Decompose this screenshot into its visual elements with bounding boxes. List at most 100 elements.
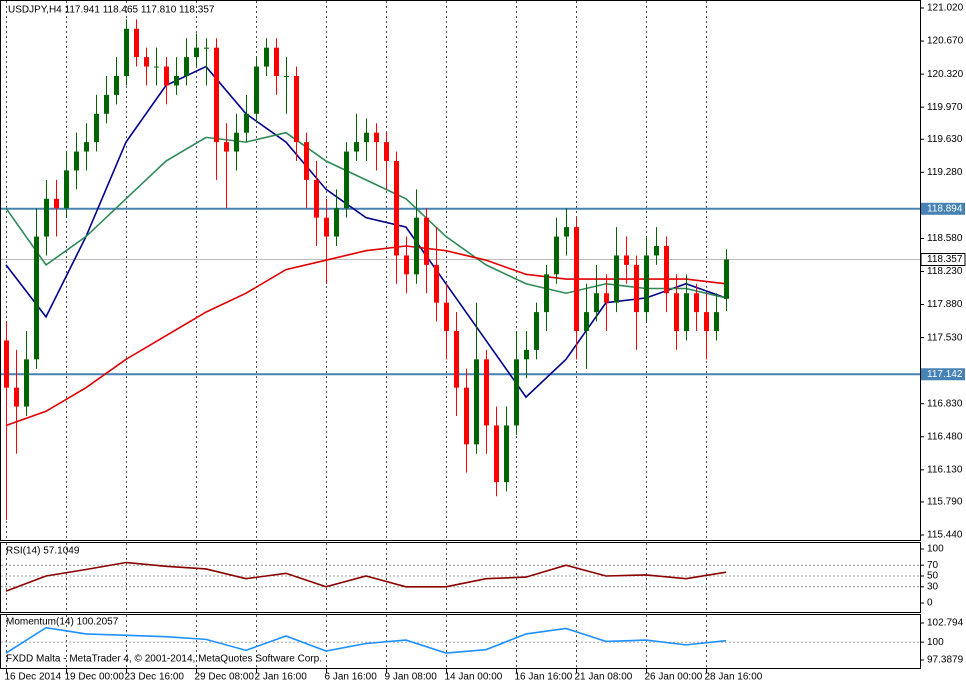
momentum-title: Momentum(14) 100.2057 — [6, 617, 119, 628]
candle-body — [674, 293, 679, 331]
y-tick-label: 120.670 — [927, 36, 964, 47]
x-tick-label: 23 Dec 16:00 — [125, 672, 185, 683]
y-tick-label: 97.3879 — [927, 655, 964, 666]
y-tick-label: 117.880 — [927, 299, 963, 310]
candle-body — [474, 359, 479, 445]
rsi-panel — [0, 542, 921, 613]
candle-body — [64, 170, 69, 209]
candle-body — [454, 331, 459, 388]
candle-body — [404, 255, 409, 275]
indicator-line — [5, 626, 727, 654]
candle-body — [134, 28, 139, 58]
candle-body — [74, 151, 79, 171]
y-tick-label: 100 — [927, 544, 944, 555]
candle-body — [494, 425, 499, 483]
last-price-box — [920, 253, 966, 267]
indicator-line — [5, 561, 727, 592]
candle-body — [44, 198, 49, 237]
y-tick-label: 116.130 — [927, 464, 963, 475]
candle-body — [314, 179, 319, 218]
y-tick-label: 0 — [927, 598, 933, 609]
candle-body — [684, 293, 689, 331]
x-tick-label: 9 Jan 08:00 — [385, 672, 438, 683]
candle-body — [24, 359, 29, 407]
candle-body — [394, 161, 399, 256]
y-tick-label: 116.480 — [927, 431, 963, 442]
candle-body — [694, 293, 699, 313]
price-label-box — [921, 202, 965, 215]
candle-body — [164, 66, 169, 86]
y-tick-label: 119.280 — [927, 167, 963, 178]
x-tick-label: 29 Dec 08:00 — [195, 672, 255, 683]
candle-body — [144, 57, 149, 67]
candle-body — [484, 359, 489, 426]
candle-body — [214, 47, 219, 143]
x-tick-label: 21 Jan 08:00 — [575, 672, 633, 683]
candle-body — [704, 312, 709, 331]
candle-body — [264, 47, 269, 67]
momentum-panel — [0, 614, 921, 669]
y-tick-label: 70 — [927, 560, 939, 571]
candle-body — [414, 217, 419, 275]
candle-body — [254, 66, 259, 114]
candle-body — [344, 151, 349, 209]
main-panel — [0, 0, 921, 541]
candle-body — [104, 94, 109, 114]
candle-body — [584, 312, 589, 331]
candle-body — [94, 113, 99, 143]
candle-body — [174, 76, 179, 86]
candle-body — [514, 359, 519, 426]
candle-body — [84, 142, 89, 152]
candle-body — [224, 142, 229, 152]
candle-body — [574, 227, 579, 331]
candle-body — [434, 264, 439, 303]
y-tick-label: 119.630 — [927, 134, 963, 145]
candle-body — [274, 47, 279, 76]
candle-body — [464, 387, 469, 445]
x-tick-label: 14 Jan 00:00 — [445, 672, 503, 683]
candle-body — [634, 264, 639, 313]
candle-body — [714, 312, 719, 331]
rsi-title: RSI(14) 57.1049 — [6, 546, 80, 557]
y-tick-label: 102.794 — [927, 618, 964, 629]
candle-body — [204, 47, 209, 49]
candle-body — [4, 340, 9, 388]
candle-body — [194, 47, 199, 58]
x-tick-label: 6 Jan 16:00 — [325, 672, 378, 683]
candle-body — [14, 387, 19, 407]
candle-body — [284, 76, 289, 77]
candle-body — [384, 142, 389, 161]
candle-body — [624, 255, 629, 265]
candle-body — [654, 246, 659, 256]
candle-body — [664, 246, 669, 294]
y-tick-label: 120.320 — [927, 69, 964, 80]
candle-body — [304, 142, 309, 180]
candle-body — [504, 425, 509, 483]
y-tick-label: 115.440 — [927, 530, 963, 541]
candle-body — [524, 349, 529, 360]
candle-body — [54, 198, 59, 209]
x-tick-label: 28 Jan 16:00 — [705, 672, 763, 683]
candle-body — [374, 132, 379, 143]
x-tick-label: 19 Dec 00:00 — [65, 672, 125, 683]
price-label-box — [921, 368, 965, 381]
candle-body — [34, 236, 39, 360]
x-tick-label: 16 Dec 2014 — [5, 672, 62, 683]
y-tick-label: 50 — [927, 571, 939, 582]
x-tick-label: 2 Jan 16:00 — [255, 672, 308, 683]
candle-body — [184, 57, 189, 76]
last-price-label: 118.357 — [927, 254, 963, 265]
footer: FXDD Malta - MetaTrader 4, © 2001-2014, … — [6, 654, 322, 665]
candle-body — [424, 217, 429, 265]
y-tick-label: 116.830 — [927, 398, 963, 409]
y-tick-label: 30 — [927, 581, 939, 592]
y-tick-label: 100 — [927, 637, 944, 648]
chart-title: USDJPY,H4 117.941 118.465 117.810 118.35… — [8, 5, 215, 16]
y-tick-label: 115.790 — [927, 497, 963, 508]
candle-body — [534, 312, 539, 350]
candle-body — [294, 76, 299, 143]
price-label: 117.142 — [927, 369, 963, 380]
y-tick-label: 118.230 — [927, 266, 963, 277]
candle-body — [724, 259, 729, 299]
